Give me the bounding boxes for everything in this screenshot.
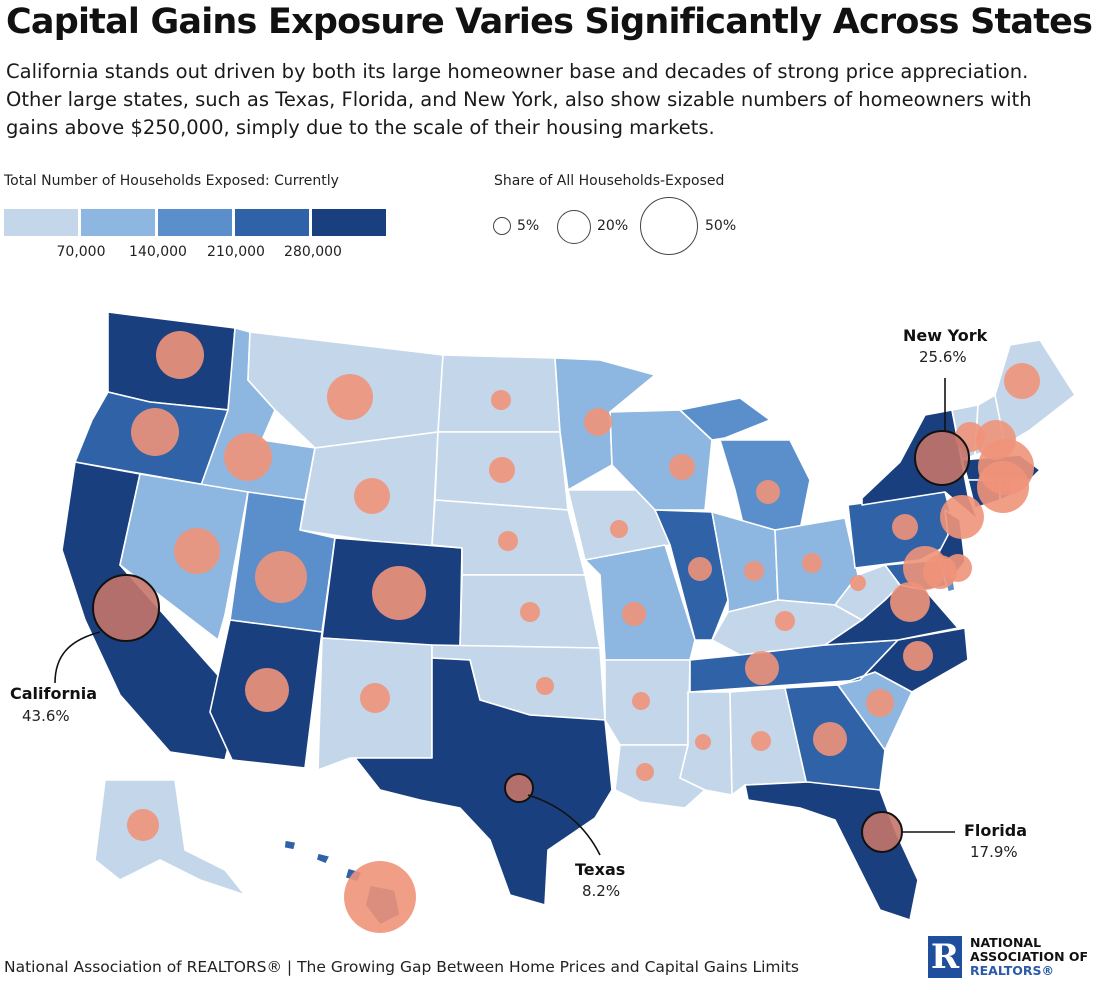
state-texas <box>354 657 613 906</box>
color-swatch-1 <box>4 209 78 236</box>
callout-california-share: 43.6% <box>22 707 70 725</box>
realtor-r-icon: R <box>928 936 962 978</box>
bubble-utah <box>255 551 307 603</box>
size-legend-label-5: 5% <box>517 218 540 234</box>
bubble-louisiana <box>636 763 654 781</box>
bubble-new-jersey <box>923 555 957 589</box>
bubble-oklahoma <box>536 677 554 695</box>
bubble-kansas <box>520 602 540 622</box>
state-florida <box>744 781 919 921</box>
size-legend-circle-50 <box>640 197 698 255</box>
callout-line-texas <box>527 794 601 856</box>
bubble-maine <box>1004 363 1040 399</box>
bubble-montana <box>327 374 373 420</box>
bubble-wisconsin <box>669 454 695 480</box>
page-title: Capital Gains Exposure Varies Significan… <box>6 2 1093 42</box>
bubble-illinois <box>688 557 712 581</box>
bubble-west-virginia <box>850 575 866 591</box>
color-swatch-3 <box>158 209 232 236</box>
color-legend-tick-3: 210,000 <box>207 244 265 260</box>
bubble-new-mexico <box>360 683 390 713</box>
bubble-north-carolina <box>903 641 933 671</box>
bubble-arkansas <box>632 692 650 710</box>
color-legend-tick-1: 70,000 <box>56 244 106 260</box>
bubble-arizona <box>245 668 289 712</box>
bubble-texas <box>504 773 534 803</box>
bubble-minnesota <box>584 408 612 436</box>
bubble-mississippi <box>695 734 711 750</box>
page-subtitle: California stands out driven by both its… <box>6 60 1032 139</box>
color-swatch-4 <box>235 209 309 236</box>
bubble-colorado <box>372 566 426 620</box>
bubble-new-york <box>914 430 970 486</box>
callout-florida-name: Florida <box>964 821 1028 840</box>
bubble-hawaii <box>344 861 416 933</box>
bubble-tennessee <box>745 651 779 685</box>
bubble-alabama <box>751 731 771 751</box>
size-legend-label-50: 50% <box>705 218 737 234</box>
bubble-new-hampshire <box>976 420 1016 460</box>
bubble-south-dakota <box>489 457 515 483</box>
bubble-oregon <box>131 408 179 456</box>
bubble-georgia <box>813 722 847 756</box>
bubble-south-carolina <box>866 689 894 717</box>
bubble-idaho <box>224 433 272 481</box>
bubble-alaska <box>127 809 159 841</box>
logo-line-1: NATIONAL <box>970 935 1042 950</box>
state-alaska <box>94 779 246 896</box>
bubble-missouri <box>622 602 646 626</box>
bubble-washington <box>156 331 204 379</box>
color-swatch-5 <box>312 209 386 236</box>
size-legend-title: Share of All Households-Exposed <box>494 173 725 189</box>
nar-logo: R NATIONAL ASSOCIATION OF REALTORS® <box>928 936 1090 984</box>
callout-new-york-name: New York <box>903 326 988 345</box>
bubble-florida <box>861 811 903 853</box>
bubble-iowa <box>610 520 628 538</box>
callout-texas-name: Texas <box>575 860 626 879</box>
bubble-michigan <box>756 480 780 504</box>
bubble-pennsylvania <box>892 514 918 540</box>
logo-wordmark: NATIONAL ASSOCIATION OF REALTORS® <box>970 936 1088 978</box>
size-legend-circle-5 <box>493 217 511 235</box>
us-state-map <box>54 311 1076 933</box>
logo-line-2: ASSOCIATION OF <box>970 949 1089 964</box>
color-legend <box>4 209 386 236</box>
color-swatch-2 <box>81 209 155 236</box>
bubble-north-dakota <box>491 390 511 410</box>
source-note: National Association of REALTORS® | The … <box>4 958 799 976</box>
size-legend-circle-20 <box>557 210 591 244</box>
callout-texas-share: 8.2% <box>582 882 621 900</box>
color-legend-tick-2: 140,000 <box>129 244 187 260</box>
callout-new-york-share: 25.6% <box>919 348 967 366</box>
bubble-kentucky <box>775 611 795 631</box>
bubble-virginia <box>890 582 930 622</box>
callout-california-name: California <box>10 684 98 703</box>
bubble-nebraska <box>498 531 518 551</box>
size-legend-label-20: 20% <box>597 218 629 234</box>
bubble-indiana <box>744 561 764 581</box>
bubble-nevada <box>174 528 220 574</box>
bubble-connecticut <box>940 495 984 539</box>
bubble-wyoming <box>354 478 390 514</box>
callout-florida-share: 17.9% <box>970 843 1018 861</box>
logo-line-3: REALTORS® <box>970 963 1055 978</box>
color-legend-title: Total Number of Households Exposed: Curr… <box>4 173 339 189</box>
bubble-california <box>92 574 160 642</box>
state-michigan-up <box>679 397 771 441</box>
callout-line-california <box>54 631 101 684</box>
color-legend-tick-4: 280,000 <box>284 244 342 260</box>
bubble-ohio <box>802 553 822 573</box>
